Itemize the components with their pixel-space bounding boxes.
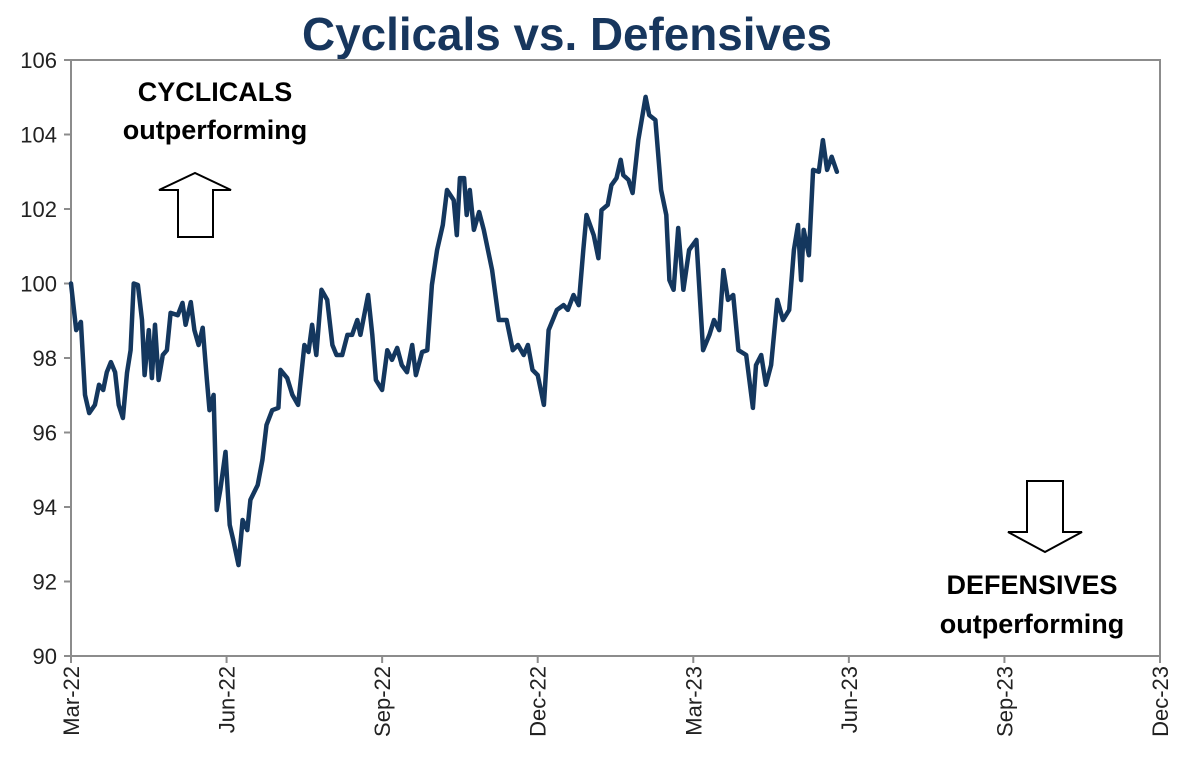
annotation-defensives-outperforming: outperforming	[940, 609, 1124, 639]
annotation-defensives: DEFENSIVES	[946, 570, 1117, 600]
x-axis: Mar-22 Jun-22 Sep-22 Dec-22 Mar-23 Jun-23 Sep-…	[59, 656, 1173, 737]
x-tick-label: Mar-22	[59, 666, 84, 736]
y-tick-label: 94	[33, 495, 57, 520]
down-arrow-icon	[1007, 480, 1083, 554]
x-tick-label: Jun-23	[837, 666, 862, 733]
y-tick-label: 104	[20, 123, 57, 148]
y-tick-label: 96	[33, 421, 57, 446]
y-tick-label: 92	[33, 570, 57, 595]
x-tick-label: Sep-22	[370, 666, 395, 737]
up-arrow-icon	[158, 171, 232, 238]
x-tick-label: Jun-22	[215, 666, 240, 733]
series-line	[68, 94, 840, 568]
annotation-cyclicals: CYCLICALS	[138, 77, 293, 107]
y-tick-label: 100	[20, 272, 57, 297]
y-tick-label: 98	[33, 346, 57, 371]
y-tick-label: 90	[33, 644, 57, 669]
plot-frame	[70, 59, 1161, 657]
y-axis: 90 92 94 96 98 100 102 104 106	[20, 48, 71, 669]
y-tick-label: 102	[20, 197, 57, 222]
x-tick-label: Dec-22	[526, 666, 551, 737]
chart-title: Cyclicals vs. Defensives	[302, 8, 832, 60]
y-tick-label: 106	[20, 48, 57, 73]
x-tick-label: Dec-23	[1148, 666, 1173, 737]
x-tick-label: Mar-23	[681, 666, 706, 736]
x-tick-label: Sep-23	[992, 666, 1017, 737]
annotation-cyclicals-outperforming: outperforming	[123, 115, 307, 145]
